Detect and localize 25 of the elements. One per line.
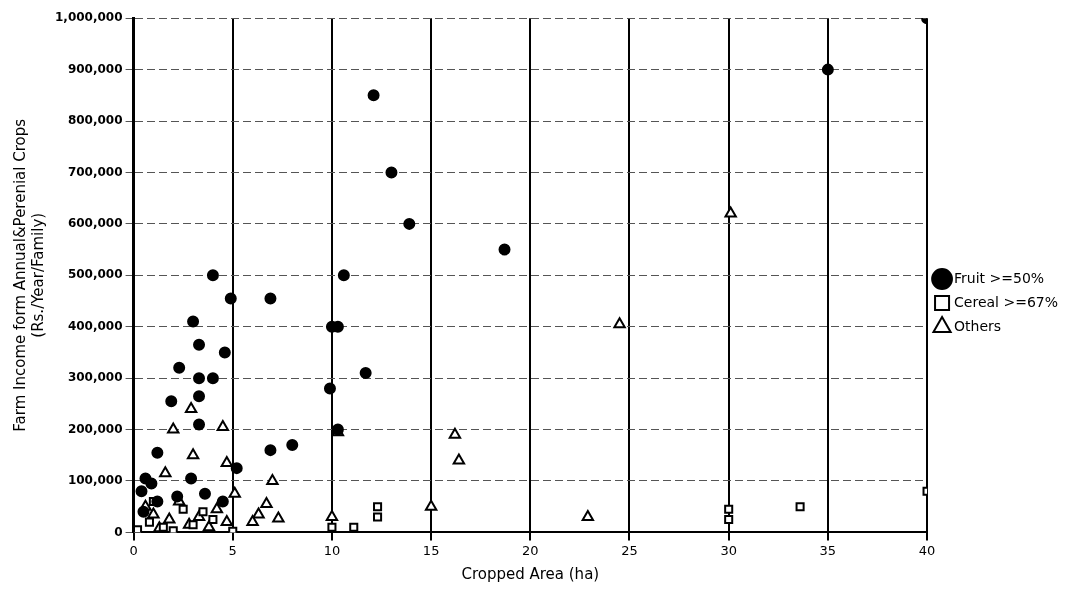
legend-label: Others [954,317,1002,334]
y-tick-label: 900,000 [67,61,123,76]
x-tick-label: 5 [228,542,237,558]
x-tick-label: 20 [522,542,539,558]
x-tick-label: 40 [918,542,936,558]
x-tick-label: 35 [819,542,837,558]
y-tick-label: 400,000 [67,318,123,333]
y-tick-label: 500,000 [67,267,123,282]
legend-label: Cereal >=67% [954,293,1059,310]
legend-label: Fruit >=50% [954,269,1045,286]
y-tick-label: 1,000,000 [54,10,123,25]
y-axis-title: Farm Income form Annual&Perenial Crops (Rs./Year/Family) [10,118,47,432]
x-tick-label: 30 [720,542,737,558]
y-tick-label: 100,000 [67,473,123,488]
x-tick-label: 15 [422,542,440,558]
y-tick-label: 0 [114,524,123,539]
y-tick-label: 200,000 [67,421,123,436]
x-tick-label: 25 [621,542,638,558]
y-tick-label: 800,000 [67,113,123,128]
x-axis-title: Cropped Area (ha) [461,564,600,583]
y-tick-label: 300,000 [67,370,123,385]
y-tick-label: 700,000 [67,164,123,179]
y-tick-label: 600,000 [67,216,123,231]
x-tick-label: 10 [323,542,341,558]
x-tick-label: 0 [129,542,138,558]
